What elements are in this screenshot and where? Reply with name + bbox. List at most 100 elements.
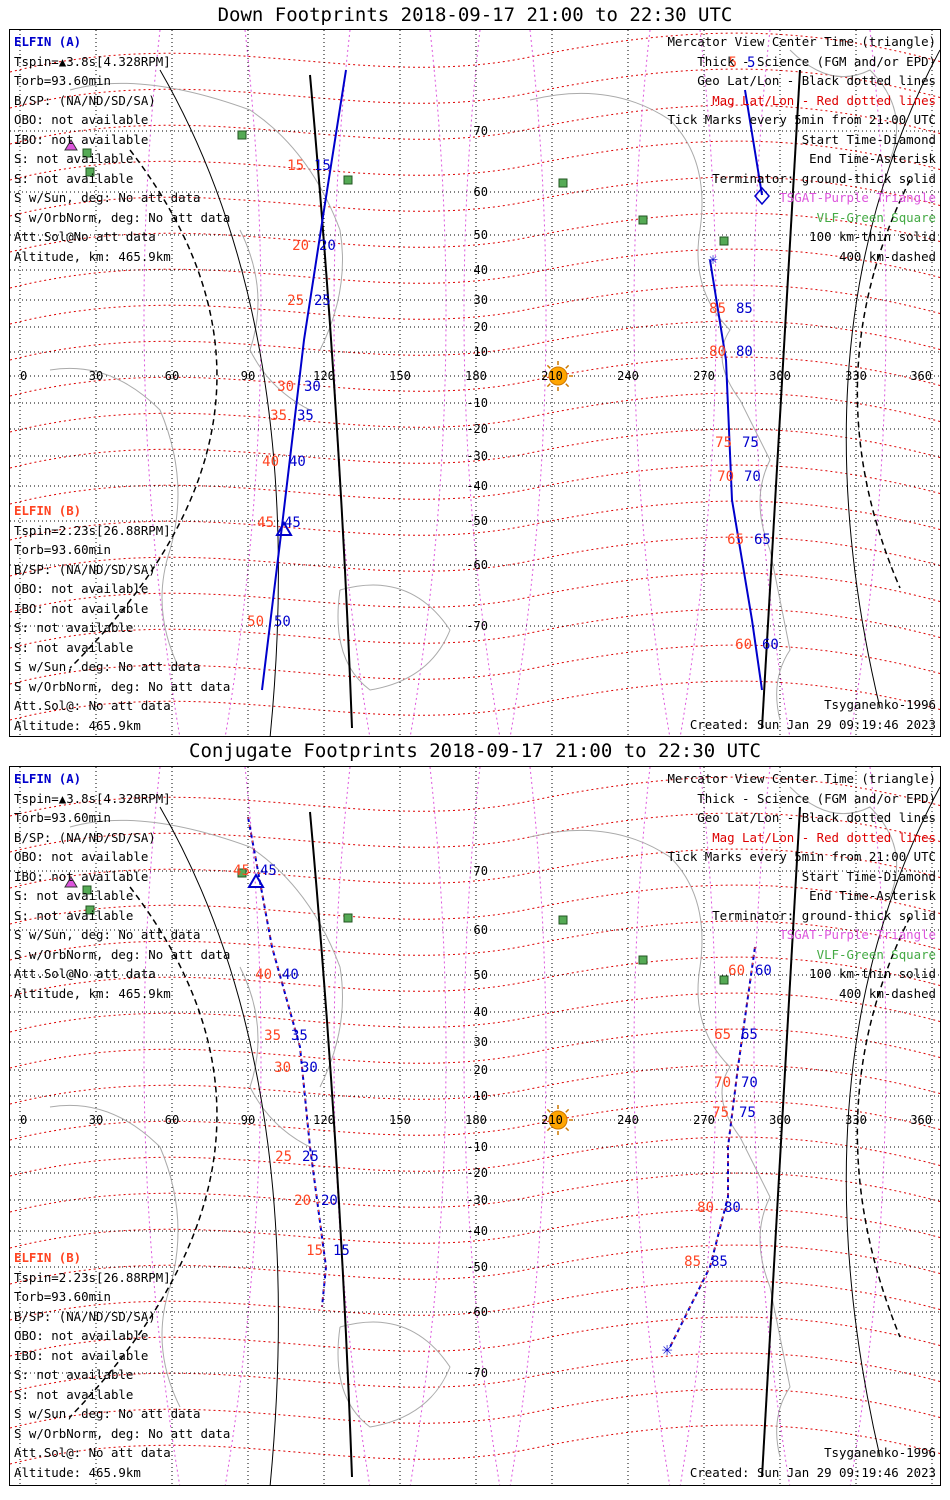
track-label-red: 5 (729, 55, 737, 71)
lon-tick-label: 90 (241, 369, 255, 383)
track-label-red: 15 (306, 1243, 323, 1259)
info-line: Altitude: 465.9km (14, 1464, 141, 1480)
info-line: Att.Sol@: No att data (14, 1445, 171, 1460)
elfin-b-track (247, 816, 327, 1308)
mag-lat-line (10, 104, 940, 145)
info-line: S w/Sun, deg: No att data (14, 190, 201, 205)
mag-lat-line (10, 248, 940, 289)
mag-lat-line (10, 920, 940, 961)
panel-title-conjugate: Conjugate Footprints 2018-09-17 21:00 to… (189, 740, 761, 762)
info-line: IBO: not available (14, 131, 149, 147)
mag-lon-line (333, 30, 371, 736)
track-label-blue: 70 (741, 1075, 758, 1091)
terminator-dashed (69, 886, 218, 1418)
legend: Mercator View Center Time (triangle) Thic… (667, 32, 936, 266)
track-label-blue: 40 (282, 967, 299, 983)
info-line: B/SP: (NA/ND/SD/SA) (14, 92, 156, 108)
coastline (239, 966, 311, 1148)
legend-line: Terminator: ground-thick solid (712, 907, 936, 923)
track-label-blue: 45 (284, 515, 301, 531)
lat-tick-label: 40 (474, 263, 488, 277)
lat-tick-label: 30 (474, 293, 488, 307)
coastline (529, 92, 791, 721)
track-label-blue: 20 (321, 1193, 338, 1209)
lat-tick-label: 70 (474, 864, 488, 878)
info-line: B/SP: (NA/ND/SD/SA) (14, 829, 156, 845)
info-line: Att.Sol@No att data (14, 966, 156, 981)
info-line: OBO: not available (14, 112, 149, 127)
mag-lat-line (10, 644, 940, 685)
legend-line: Geo Lat/Lon - Black dotted lines (697, 73, 936, 88)
lat-tick-label: 70 (474, 124, 488, 138)
mag-lat-line (10, 1244, 940, 1285)
lat-tick-label: -40 (466, 1224, 488, 1238)
lat-tick-label: 30 (474, 1035, 488, 1049)
mag-lat-line (10, 500, 940, 541)
map-canvas-down: 0 30 60 90 120 150 180 210 240 270 300 330 360 70 60 50… (10, 30, 940, 736)
legend-line: Mercator View Center Time (triangle) (667, 34, 936, 49)
lon-tick-label: 150 (389, 1113, 411, 1127)
info-line: S: not available (14, 1367, 134, 1382)
mag-lat-line (10, 1172, 940, 1213)
mag-lat-line (10, 356, 940, 397)
mag-lat-line (10, 1100, 940, 1141)
info-line: Altitude, km: 465.9km (14, 985, 171, 1001)
lon-tick-label: 180 (465, 1113, 487, 1127)
lat-tick-label: -20 (466, 1166, 488, 1180)
info-line: ELFIN (B) (14, 503, 82, 518)
coastline (789, 49, 898, 161)
lon-tick-label: 90 (241, 1113, 255, 1127)
lat-tick-label: 20 (474, 320, 488, 334)
mag-lon-line (633, 767, 671, 1485)
lat-tick-label: -20 (466, 422, 488, 436)
mag-lat-line (10, 608, 940, 649)
track-label-red: 20 (294, 1193, 311, 1209)
lat-tick-label: 50 (474, 228, 488, 242)
legend-line: Tick Marks every 5min from 21:00 UTC (667, 112, 936, 127)
info-line: S w/OrbNorm, deg: No att data (14, 946, 231, 962)
mag-lat-line (10, 1388, 940, 1429)
track-label-blue: 15 (333, 1243, 350, 1259)
mag-lon-line (679, 30, 717, 736)
lon-tick-label: 30 (89, 1113, 103, 1127)
info-line: OBO: not available (14, 581, 149, 596)
track-label-red: 60 (728, 963, 745, 979)
track-label-red: 75 (715, 435, 732, 451)
lat-tick-label: -60 (466, 558, 488, 572)
track-label-red: 60 (735, 637, 752, 653)
mag-lon-line (849, 30, 887, 736)
mag-lat-line (10, 428, 940, 469)
track-label-blue: 25 (314, 293, 331, 309)
lon-tick-label: 30 (89, 369, 103, 383)
info-line: Altitude: 465.9km (14, 717, 141, 733)
vlf-station-square (82, 885, 92, 895)
track-label-red: 35 (270, 408, 287, 424)
coastline (239, 229, 311, 411)
info-line: Tspin=2.23s[26.88RPM] (14, 1269, 171, 1285)
track-label-blue: 30 (301, 1060, 318, 1076)
track-label-red: 85 (709, 301, 726, 317)
tsgat-triangle (64, 876, 78, 888)
lat-tick-label: -50 (466, 1260, 488, 1274)
legend-line: Mercator View Center Time (triangle) (667, 771, 936, 786)
legend-line: VLF-Green Square (816, 946, 936, 962)
legend-line: Tick Marks every 5min from 21:00 UTC (667, 849, 936, 864)
legend-line: Start Time-Diamond (801, 131, 936, 147)
lon-tick-label: 150 (389, 369, 411, 383)
track-label-blue: 85 (711, 1254, 728, 1270)
lon-tick-label: 210 (541, 1113, 563, 1127)
track-label-red: 45 (257, 515, 274, 531)
track-label-blue: 70 (744, 469, 761, 485)
vlf-station-square (638, 215, 648, 225)
track-label-red: 70 (717, 469, 734, 485)
info-line: S w/OrbNorm, deg: No att data (14, 678, 231, 694)
track-label-red: 40 (262, 454, 279, 470)
track-label-red: 30 (277, 379, 294, 395)
track-label-blue: 80 (724, 1200, 741, 1216)
legend-line: End Time-Asterisk (809, 151, 936, 166)
info-line: S: not available (14, 907, 134, 923)
info-line: IBO: not available (14, 868, 149, 884)
lon-tick-label: 0 (20, 369, 27, 383)
info-line: S w/Sun, deg: No att data (14, 659, 201, 674)
elfin-a-info: ELFIN (A) Tspin=▲3.8s[4.328RPM] Torb=93.60… (14, 769, 230, 1003)
